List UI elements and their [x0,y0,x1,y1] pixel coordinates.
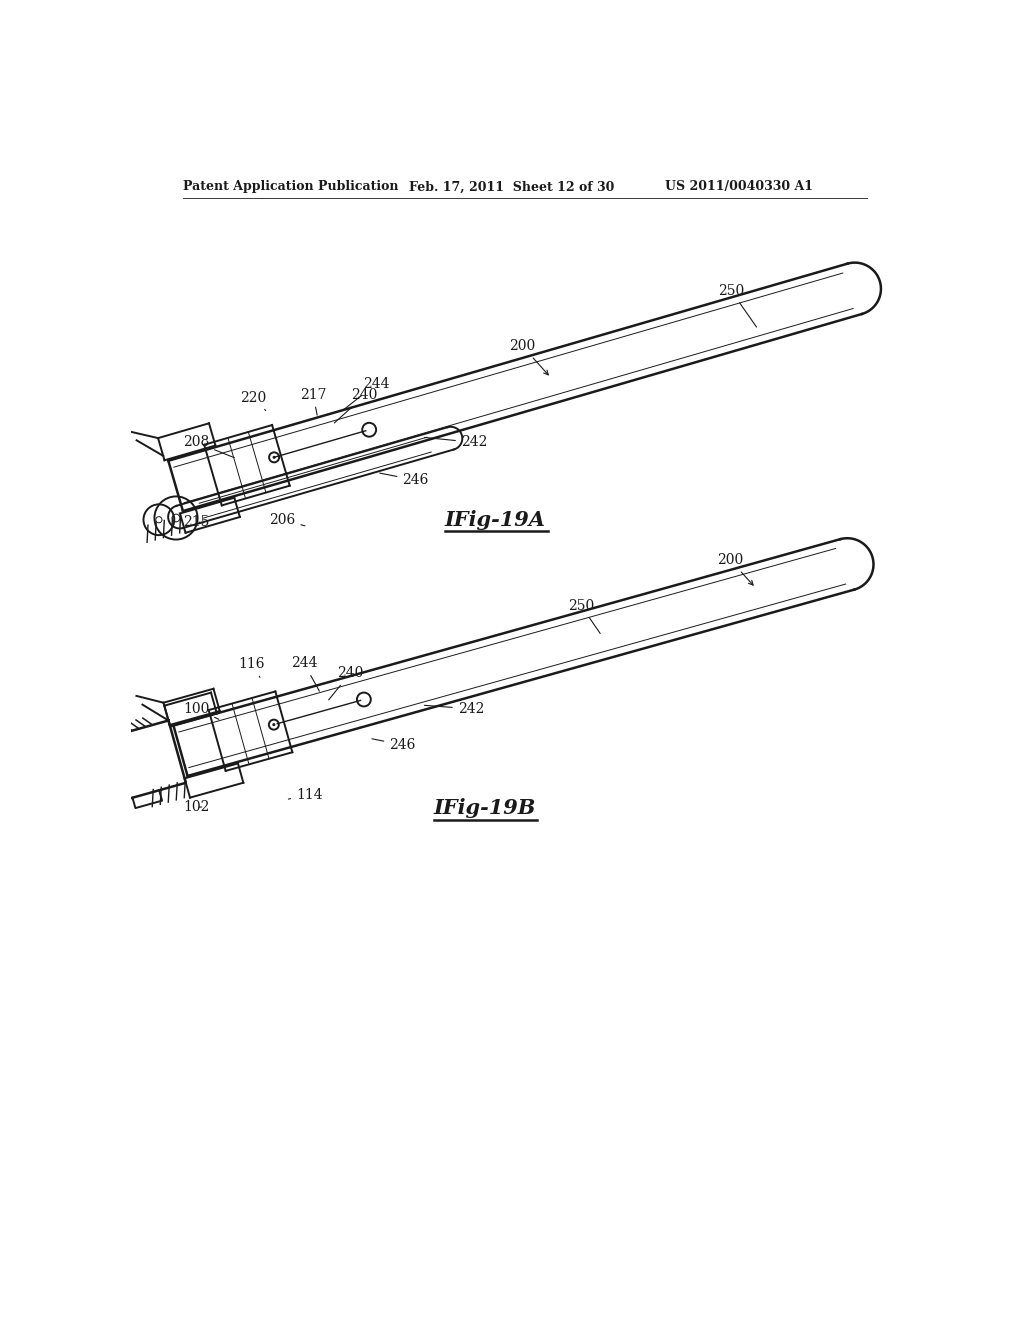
Text: 200: 200 [717,553,753,585]
Text: 250: 250 [718,284,757,327]
Text: 242: 242 [424,436,487,449]
Text: 242: 242 [424,702,484,715]
Text: 244: 244 [342,378,389,411]
Text: 250: 250 [568,599,600,634]
Circle shape [272,723,275,726]
Text: 206: 206 [269,513,305,527]
Text: 200: 200 [509,339,548,375]
Text: 114: 114 [289,788,323,803]
Text: 208: 208 [183,436,234,458]
Text: 217: 217 [300,388,327,416]
Text: 215: 215 [183,515,209,529]
Text: US 2011/0040330 A1: US 2011/0040330 A1 [665,181,813,194]
Text: Patent Application Publication: Patent Application Publication [183,181,398,194]
Text: 220: 220 [240,391,266,411]
Text: 240: 240 [329,667,364,700]
Text: 100: 100 [183,702,219,719]
Text: IFig-19B: IFig-19B [434,799,537,818]
Text: 240: 240 [335,388,378,422]
Text: 246: 246 [380,473,429,487]
Text: 246: 246 [372,738,416,752]
Circle shape [272,455,275,459]
Text: IFig-19A: IFig-19A [444,510,546,529]
Text: 244: 244 [291,656,319,692]
Text: Feb. 17, 2011  Sheet 12 of 30: Feb. 17, 2011 Sheet 12 of 30 [410,181,614,194]
Text: 116: 116 [239,657,265,677]
Text: 102: 102 [183,800,209,814]
